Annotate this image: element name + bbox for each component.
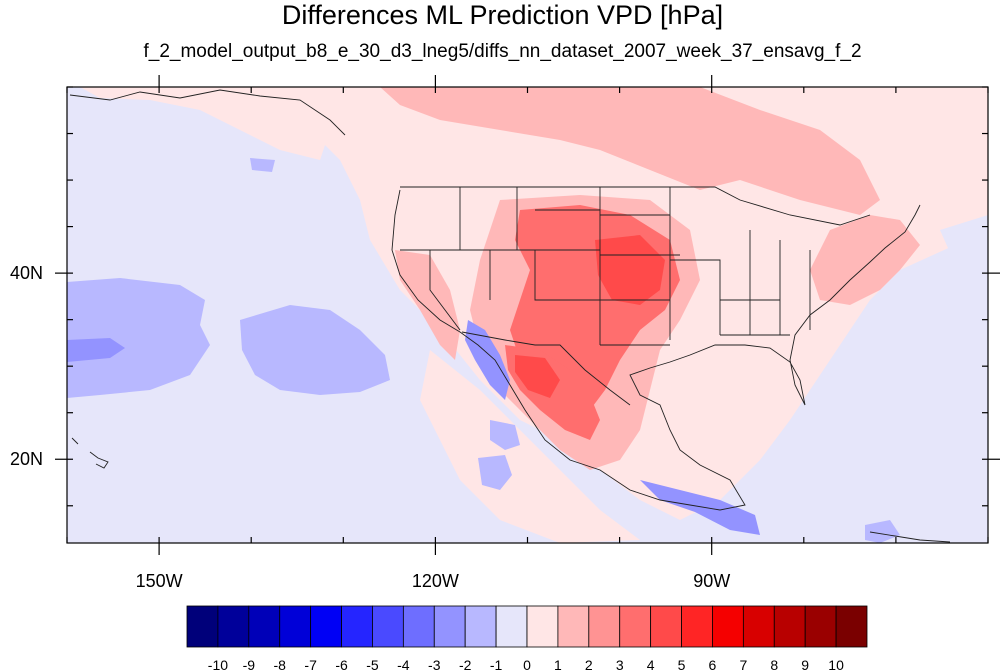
y-tick-label: 20N [10,449,43,469]
positive-region-texas-peak [515,355,560,398]
colorbar-swatch [248,605,281,648]
colorbar-labels: -10 -9 -8 -7 -6 -5 -4 -3 -2 -1 0 1 2 3 4 5 6 7 8 9 10 [208,657,844,672]
colorbar-label: -10 [208,657,228,672]
colorbar-label: 6 [709,657,717,672]
map-panel [67,87,988,543]
colorbar-swatch [557,605,590,648]
north-america-coastline [391,189,921,511]
negative-region-baja [490,420,520,450]
colorbar-swatch [650,605,682,648]
colorbar-swatch [495,605,528,648]
state-lines-west [400,187,600,331]
caribbean-coast [869,531,951,543]
colorbar-label: -4 [397,657,410,672]
us-canada-border [400,186,871,226]
positive-region-california [395,250,460,360]
y-tick-label: 40N [10,263,43,283]
colorbar-swatch [804,605,837,648]
colorbar-swatch [681,605,713,648]
negative-region-pacific-north [250,158,275,172]
axis-ticks [55,75,1000,555]
negative-region-pacific-central [240,305,390,395]
colorbar-label: 4 [647,657,655,672]
colorbar-swatch [217,605,250,648]
negative-region-central-america [640,480,760,535]
colorbar-swatch [279,605,312,648]
colorbar-label: 0 [523,657,531,672]
colorbar-swatch [712,605,744,648]
colorbar-label: 5 [678,657,686,672]
colorbar-swatch [588,605,621,648]
colorbar-swatch [341,605,373,648]
colorbar-label: -3 [428,657,441,672]
colorbar-label: -2 [459,657,472,672]
positive-region-kansas-peak [595,235,665,305]
axis-tick-labels: 150W 120W 90W 40N 20N [10,263,730,591]
colorbar-swatch [464,605,497,648]
colorbar-label: 3 [616,657,624,672]
colorbar-swatch [310,605,342,648]
positive-region-pacific-band [420,350,640,543]
colorbar-label: 8 [770,657,778,672]
colorbar [186,605,868,648]
colorbar-label: -6 [335,657,348,672]
colorbar-label: 2 [585,657,593,672]
colorbar-label: -1 [490,657,503,672]
negative-region-caribbean [865,520,900,543]
x-tick-label: 120W [412,571,459,591]
colorbar-label: -9 [243,657,256,672]
negative-region-atlantic [940,215,988,285]
colorbar-label: 1 [554,657,562,672]
colorbar-swatch [372,605,404,648]
colorbar-swatch [186,605,219,648]
coastlines-and-borders [69,89,951,543]
positive-region-canada [380,87,880,215]
colorbar-label: 9 [801,657,809,672]
colorbar-label: -5 [366,657,379,672]
negative-region-pacific-west-core [67,338,125,362]
colorbar-swatch [433,605,466,648]
positive-region-west-tongue [80,87,330,160]
colorbar-swatch [835,605,868,648]
colorbar-swatch [402,605,435,648]
colorbar-label: -8 [274,657,287,672]
negative-region-pacific-south [478,455,512,490]
map-title: Differences ML Prediction VPD [hPa] [281,0,724,30]
colorbar-label: -7 [304,657,317,672]
x-tick-label: 150W [136,571,183,591]
us-mexico-border [461,331,631,406]
colorbar-swatch [619,605,652,648]
colorbar-swatch [526,605,559,648]
negative-region-mexico-coast [465,320,510,400]
alaska-coast [69,89,346,136]
colorbar-swatch [773,605,806,648]
x-tick-label: 90W [693,571,730,591]
negative-region-pacific-west [67,278,210,398]
colorbar-swatch [742,605,775,648]
map-subtitle: f_2_model_output_b8_e_30_d3_lneg5/diffs_… [143,41,862,62]
colorbar-label: 10 [828,657,844,672]
hawaii-islands [71,437,109,469]
positive-region-northeast [810,215,920,305]
state-lines-central [599,187,811,346]
colorbar-label: 7 [739,657,747,672]
